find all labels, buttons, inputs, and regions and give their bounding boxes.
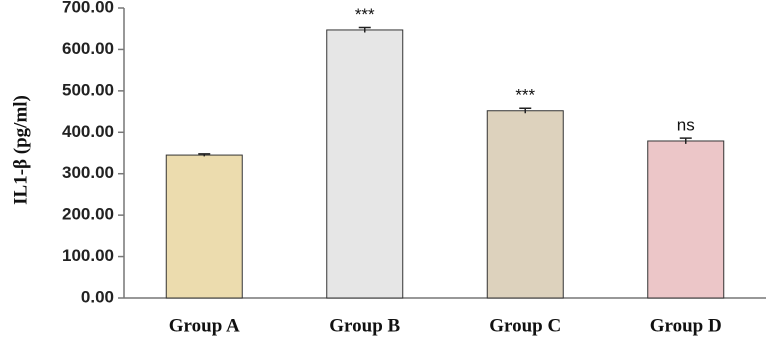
- error-bar: [198, 153, 211, 157]
- significance-label: ns: [677, 116, 695, 135]
- significance-label: ***: [355, 5, 375, 24]
- y-tick-label: 400.00: [62, 122, 114, 141]
- x-tick-label: Group D: [650, 315, 722, 336]
- bar: [326, 29, 404, 299]
- y-tick-label: 500.00: [62, 80, 114, 99]
- bar: [165, 154, 243, 299]
- y-tick-label: 200.00: [62, 205, 114, 224]
- y-tick-label: 100.00: [62, 246, 114, 265]
- y-tick-label: 600.00: [62, 39, 114, 58]
- x-tick-label: Group A: [169, 315, 240, 336]
- error-bar: [519, 107, 532, 114]
- error-bar: [679, 137, 692, 144]
- bar: [647, 140, 725, 299]
- significance-label: ***: [515, 86, 535, 105]
- y-tick-label: 300.00: [62, 163, 114, 182]
- x-tick-label: Group C: [489, 315, 561, 336]
- error-bar: [358, 26, 371, 33]
- y-tick-label: 700.00: [62, 0, 114, 16]
- y-axis-label: IL1-β (pg/ml): [10, 95, 31, 205]
- x-tick-label: Group B: [329, 315, 400, 336]
- y-tick-label: 0.00: [81, 287, 114, 306]
- bar: [486, 110, 564, 299]
